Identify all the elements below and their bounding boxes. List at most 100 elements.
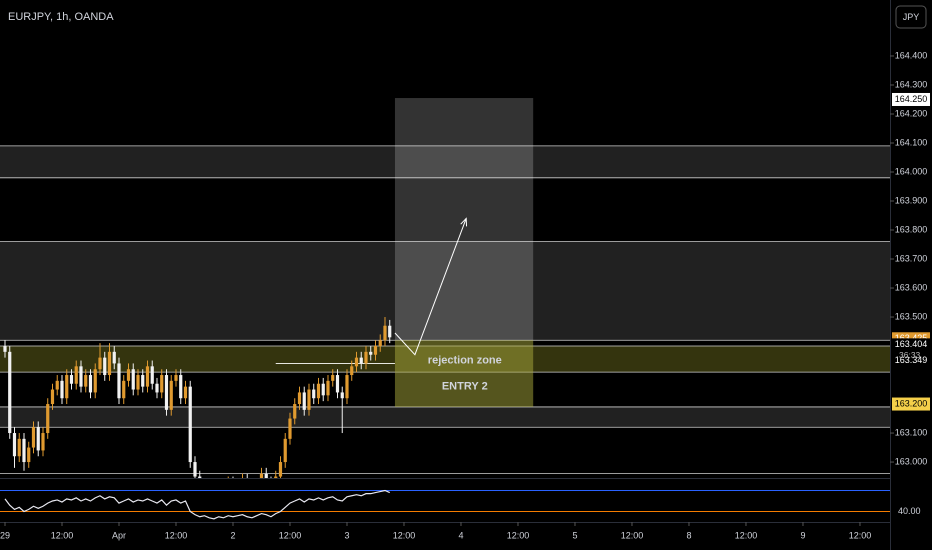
candle-body [297, 392, 302, 405]
candle-body [354, 357, 359, 367]
zone [0, 241, 890, 341]
candle-body [188, 386, 192, 463]
candle-body [335, 375, 340, 393]
candle-body [373, 346, 378, 355]
candle-body [383, 325, 387, 341]
candle-body [345, 375, 349, 399]
x-tick-label: 2 [230, 530, 235, 540]
y-tick-label: 164.200 [895, 108, 928, 118]
x-tick-label: 12:00 [165, 530, 188, 540]
candle-body [293, 404, 297, 419]
x-tick-label: 9 [800, 530, 805, 540]
candle-body [65, 375, 69, 399]
zone [0, 145, 890, 178]
x-tick-label: 12:00 [51, 530, 74, 540]
candle-body [12, 433, 17, 457]
candle-body [145, 366, 150, 387]
candle-body [122, 380, 126, 399]
symbol: EURJPY, 1h, OANDA [8, 11, 114, 23]
candle-body [288, 418, 292, 439]
candle-body [103, 357, 107, 376]
candle-body [27, 447, 31, 463]
candle-body [283, 438, 287, 463]
candle-body [364, 351, 368, 364]
y-tick-label: 164.300 [895, 79, 928, 89]
price-label: 163.200 [895, 398, 928, 408]
x-tick-label: 12:00 [279, 530, 302, 540]
x-tick-label: 5 [572, 530, 577, 540]
candle-body [79, 366, 83, 387]
candle-body [117, 363, 121, 399]
x-tick-label: 12:00 [621, 530, 644, 540]
price-label: 163.349 [895, 355, 928, 365]
candle-body [98, 357, 102, 370]
candle-body [136, 375, 140, 390]
y-tick-label: 163.800 [895, 224, 928, 234]
y-tick-label: 163.100 [895, 427, 928, 437]
x-tick-label: 29 [0, 530, 10, 540]
candle-body [84, 375, 88, 387]
candle-body [369, 351, 373, 355]
candle-body [264, 473, 268, 478]
y-tick-label: 163.600 [895, 282, 928, 292]
indicator-line [4, 489, 390, 520]
x-tick-label: 12:00 [849, 530, 872, 540]
candle-body [350, 366, 354, 376]
x-tick-label: 12:00 [735, 530, 758, 540]
candle-body [160, 375, 164, 393]
price-label: 163.425 [895, 333, 928, 343]
candle-body [31, 427, 36, 448]
candle-body [8, 351, 12, 434]
candle-body [150, 366, 154, 384]
x-tick-label: 12:00 [393, 530, 416, 540]
candle-body [22, 438, 26, 463]
candle-body [169, 380, 173, 410]
price-label-box [892, 92, 930, 106]
price-label-box [892, 354, 930, 368]
x-tick-label: 3 [344, 530, 349, 540]
candle-body [126, 369, 131, 381]
candle-body [141, 375, 145, 387]
candle-body [179, 375, 183, 399]
annotation: rejection zone [428, 354, 502, 366]
candle-body [164, 375, 169, 410]
candle-body [388, 325, 392, 338]
candle-body [46, 404, 50, 434]
currency[interactable]: JPY [903, 12, 920, 22]
candle-body [174, 375, 178, 381]
candle-body [198, 476, 202, 478]
arrow-head [460, 217, 468, 227]
candle-body [3, 346, 7, 352]
candle-body [36, 427, 40, 451]
candle-body [278, 462, 283, 477]
x-tick-label: Apr [112, 530, 126, 540]
y-tick-label: 163.700 [895, 253, 928, 263]
price-label: 164.250 [895, 94, 928, 104]
candle-body [69, 375, 74, 384]
candle-body [50, 389, 55, 405]
indicator-tick-label: 40.00 [898, 506, 921, 516]
zone [0, 406, 890, 428]
price-pane: rejection zone ENTRY 2 [0, 98, 890, 478]
position-stop [394, 340, 534, 407]
y-tick-label: 163.500 [895, 311, 928, 321]
candle-body [55, 380, 59, 390]
candle-body [326, 380, 330, 396]
x-tick-label: 8 [686, 530, 691, 540]
candle-body [107, 351, 112, 376]
x-tick-label: 4 [458, 530, 463, 540]
arrow [394, 218, 467, 356]
candle-body [307, 389, 311, 410]
candle-body [378, 340, 382, 347]
countdown: 36:33 [899, 350, 921, 360]
candle-body [112, 351, 116, 364]
y-tick-label: 164.400 [895, 50, 928, 60]
currency-button[interactable] [895, 5, 927, 29]
candle-body [259, 473, 264, 478]
candle-body [193, 462, 197, 477]
candle-body [331, 375, 335, 381]
price-label-box [892, 397, 930, 411]
y-tick-label: 164.000 [895, 166, 928, 176]
